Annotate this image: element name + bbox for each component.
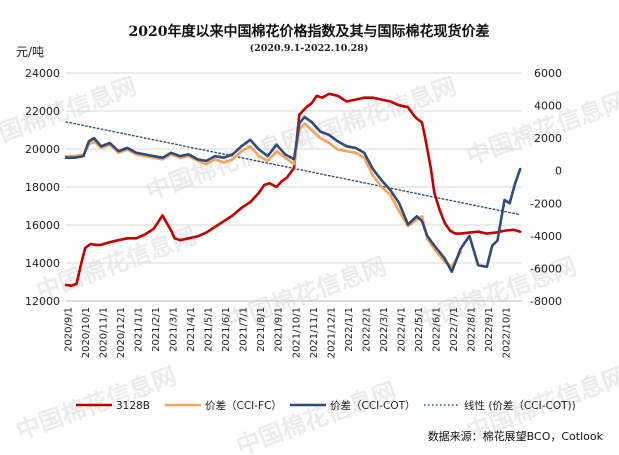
left-axis-ticks: 12000 14000 16000 18000 20000 22000 24000 xyxy=(25,67,60,308)
legend-label-1: 价差（CCI-FC） xyxy=(205,399,282,412)
x-tick-label: 2022/7/1 xyxy=(449,307,460,352)
watermark-text: 中国棉花信息网 xyxy=(232,377,399,455)
chart-subtitle: (2020.9.1-2022.10.28) xyxy=(250,43,369,54)
legend-label-0: 3128B xyxy=(116,400,150,412)
x-tick-label: 2022/3/1 xyxy=(379,307,390,352)
right-tick-label: -4000 xyxy=(530,230,562,243)
x-tick-label: 2022/8/1 xyxy=(467,307,478,352)
x-tick-label: 2021/2/1 xyxy=(151,307,162,352)
series-line-2 xyxy=(64,115,522,273)
left-tick-label: 24000 xyxy=(25,67,60,80)
right-tick-label: 4000 xyxy=(534,100,562,113)
watermark-text: 中国棉花信息网 xyxy=(292,72,459,156)
x-tick-label: 2022/6/1 xyxy=(432,307,443,352)
x-tick-label: 2022/1/1 xyxy=(344,307,355,352)
x-tick-label: 2021/9/1 xyxy=(274,307,285,352)
right-axis-ticks: -8000 -6000 -4000 -2000 0 2000 4000 6000 xyxy=(530,67,562,308)
gridlines xyxy=(66,72,522,302)
x-tick-label: 2020/10/1 xyxy=(81,307,92,358)
left-tick-label: 12000 xyxy=(25,295,60,308)
x-tick-label: 2022/9/1 xyxy=(484,307,495,352)
right-tick-label: 2000 xyxy=(534,132,562,145)
x-tick-label: 2022/5/1 xyxy=(414,307,425,352)
x-tick-label: 2020/12/1 xyxy=(116,307,127,358)
x-tick-label: 2021/11/1 xyxy=(309,307,320,358)
left-tick-label: 22000 xyxy=(25,105,60,118)
data-source: 数据来源：棉花展望BCO，Cotlook xyxy=(428,429,604,443)
x-tick-label: 2021/7/1 xyxy=(239,307,250,352)
right-tick-label: -2000 xyxy=(530,197,562,210)
x-tick-label: 2021/5/1 xyxy=(204,307,215,352)
watermark-text: 中国棉花信息网 xyxy=(0,72,140,156)
chart-title: 2020年度以来中国棉花价格指数及其与国际棉花现货价差 xyxy=(129,23,490,40)
x-tick-label: 2021/1/1 xyxy=(133,307,144,352)
right-tick-label: -8000 xyxy=(530,295,562,308)
right-tick-label: 0 xyxy=(555,165,562,178)
x-tick-label: 2022/2/1 xyxy=(361,307,372,352)
x-tick-label: 2021/12/1 xyxy=(326,307,337,358)
right-tick-label: -6000 xyxy=(530,262,562,275)
x-tick-label: 2021/3/1 xyxy=(168,307,179,352)
legend: 3128B 价差（CCI-FC） 价差（CCI-COT） 线性 (价差（CCI-COT… xyxy=(76,399,576,412)
left-tick-label: 16000 xyxy=(25,219,60,232)
x-axis-ticks: 2020/9/1 2020/10/1 2020/11/1 2020/12/1 2021/… xyxy=(63,307,512,358)
right-tick-label: 6000 xyxy=(534,67,562,80)
x-tick-label: 2021/4/1 xyxy=(186,307,197,352)
left-tick-label: 20000 xyxy=(25,143,60,156)
x-tick-label: 2021/10/1 xyxy=(291,307,302,358)
left-tick-label: 18000 xyxy=(25,181,60,194)
x-tick-label: 2020/9/1 xyxy=(63,307,74,352)
legend-label-3: 线性 (价差（CCI-COT)) xyxy=(464,399,576,412)
left-tick-label: 14000 xyxy=(25,257,60,270)
x-tick-label: 2022/4/1 xyxy=(396,307,407,352)
x-tick-label: 2021/6/1 xyxy=(221,307,232,352)
legend-label-2: 价差（CCI-COT） xyxy=(330,399,416,412)
x-tick-label: 2022/10/1 xyxy=(502,307,513,358)
left-axis-unit: 元/吨 xyxy=(16,45,44,59)
x-tick-label: 2021/8/1 xyxy=(256,307,267,352)
series-lines xyxy=(64,92,522,288)
x-tick-label: 2020/11/1 xyxy=(98,307,109,358)
watermark-text: 中国棉花信息网 xyxy=(142,122,309,206)
